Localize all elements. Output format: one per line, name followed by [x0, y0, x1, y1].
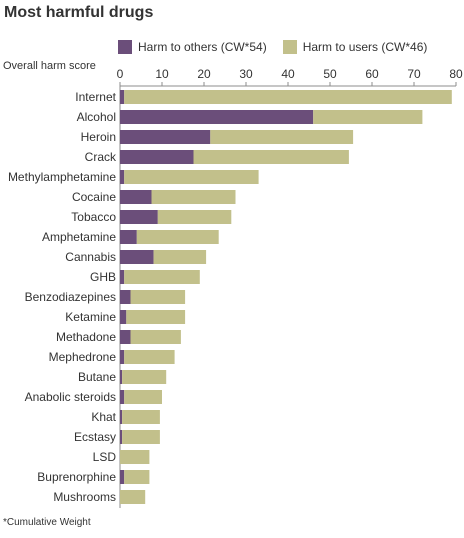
- bar-harm-to-others: [120, 370, 123, 384]
- bar-harm-to-users: [151, 190, 236, 204]
- category-label: Mushrooms: [53, 490, 116, 504]
- x-tick-label: 50: [323, 67, 337, 81]
- category-label: Tobacco: [71, 210, 116, 224]
- category-label: Alcohol: [77, 110, 116, 124]
- bar-harm-to-others: [120, 310, 127, 324]
- category-label: Buprenorphine: [37, 470, 116, 484]
- bar-harm-to-users: [126, 310, 186, 324]
- bar-harm-to-users: [122, 410, 160, 424]
- x-tick-label: 40: [281, 67, 295, 81]
- x-tick-label: 70: [407, 67, 421, 81]
- bar-harm-to-others: [120, 350, 125, 364]
- bar-harm-to-users: [193, 150, 349, 164]
- bar-harm-to-users: [120, 490, 146, 504]
- bar-harm-to-users: [130, 330, 181, 344]
- legend-item-users: Harm to users (CW*46): [282, 40, 428, 54]
- legend-item-others: Harm to others (CW*54): [118, 40, 267, 54]
- category-label: Internet: [75, 90, 116, 104]
- bar-harm-to-users: [130, 290, 186, 304]
- legend-label-users: Harm to users (CW*46): [302, 40, 428, 54]
- bar-harm-to-users: [124, 170, 259, 184]
- category-label: Heroin: [81, 130, 116, 144]
- bar-harm-to-others: [120, 470, 125, 484]
- bar-harm-to-users: [124, 90, 452, 104]
- legend-swatch-others: [118, 40, 132, 54]
- category-label: Crack: [85, 150, 117, 164]
- bar-harm-to-users: [124, 270, 200, 284]
- x-tick-label: 20: [197, 67, 211, 81]
- x-tick-label: 60: [365, 67, 379, 81]
- footnote: *Cumulative Weight: [3, 517, 91, 528]
- bar-harm-to-users: [210, 130, 354, 144]
- category-label: Anabolic steroids: [25, 390, 116, 404]
- category-label: Benzodiazepines: [25, 290, 116, 304]
- bar-harm-to-others: [120, 390, 125, 404]
- legend-label-others: Harm to others (CW*54): [138, 40, 267, 54]
- x-tick-label: 80: [449, 67, 463, 81]
- bar-harm-to-others: [120, 290, 131, 304]
- x-axis-label: Overall harm score: [3, 60, 96, 72]
- category-label: Methylamphetamine: [8, 170, 116, 184]
- category-label: Cannabis: [65, 250, 116, 264]
- category-label: GHB: [90, 270, 116, 284]
- bar-harm-to-users: [313, 110, 423, 124]
- chart-title: Most harmful drugs: [4, 4, 154, 21]
- category-label: Ketamine: [65, 310, 116, 324]
- x-tick-label: 30: [239, 67, 253, 81]
- bar-harm-to-others: [120, 150, 194, 164]
- bar-harm-to-users: [157, 210, 232, 224]
- bar-harm-to-users: [120, 450, 150, 464]
- category-label: Mephedrone: [49, 350, 117, 364]
- bar-harm-to-users: [153, 250, 207, 264]
- bar-harm-to-others: [120, 270, 125, 284]
- bar-harm-to-others: [120, 110, 314, 124]
- bar-harm-to-others: [120, 130, 211, 144]
- legend-swatch-users: [282, 40, 297, 54]
- category-label: Methadone: [56, 330, 116, 344]
- category-label: Khat: [91, 410, 116, 424]
- bar-harm-to-users: [124, 350, 175, 364]
- bar-harm-to-users: [136, 230, 219, 244]
- x-tick-label: 10: [155, 67, 169, 81]
- bar-harm-to-users: [124, 470, 150, 484]
- category-label: Ecstasy: [74, 430, 116, 444]
- category-label: Butane: [78, 370, 116, 384]
- bar-harm-to-others: [120, 330, 131, 344]
- bar-harm-to-others: [120, 170, 125, 184]
- x-tick-label: 0: [117, 67, 124, 81]
- bar-harm-to-users: [122, 430, 160, 444]
- bar-harm-to-others: [120, 230, 137, 244]
- bar-harm-to-others: [120, 430, 123, 444]
- bar-harm-to-users: [124, 390, 162, 404]
- bar-harm-to-others: [120, 90, 125, 104]
- bar-harm-to-users: [122, 370, 167, 384]
- bar-harm-to-others: [120, 210, 158, 224]
- category-label: Amphetamine: [42, 230, 116, 244]
- legend: Harm to others (CW*54) Harm to users (CW…: [118, 40, 427, 54]
- bar-harm-to-others: [120, 190, 152, 204]
- category-label: LSD: [93, 450, 117, 464]
- bar-harm-to-others: [120, 410, 123, 424]
- bar-harm-to-others: [120, 250, 154, 264]
- category-label: Cocaine: [72, 190, 116, 204]
